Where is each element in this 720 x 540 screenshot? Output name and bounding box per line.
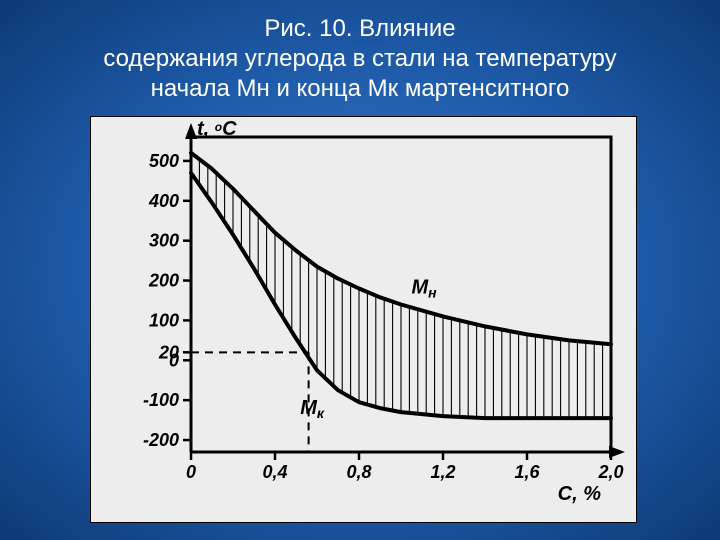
title-line-2: содержания углерода в стали на температу…: [103, 45, 616, 72]
svg-text:200: 200: [148, 271, 179, 291]
svg-text:400: 400: [148, 191, 179, 211]
svg-text:1,2: 1,2: [430, 462, 455, 482]
svg-text:-200: -200: [143, 430, 179, 450]
chart-panel: -200-10002010020030040050000,40,81,21,62…: [90, 116, 637, 523]
svg-text:100: 100: [149, 310, 179, 330]
svg-text:0: 0: [186, 462, 196, 482]
svg-text:300: 300: [149, 231, 179, 251]
title-line-1: Рис. 10. Влияние: [264, 15, 455, 42]
svg-text:-100: -100: [143, 390, 179, 410]
svg-text:0,8: 0,8: [346, 462, 371, 482]
svg-text:Мк: Мк: [300, 397, 325, 421]
svg-text:500: 500: [149, 151, 179, 171]
svg-text:20: 20: [158, 342, 179, 362]
svg-text:C, %: C, %: [558, 483, 602, 505]
svg-text:Мн: Мн: [412, 276, 438, 300]
slide: Рис. 10. Влияние содержания углерода в с…: [0, 0, 720, 540]
title-line-3: начала Мн и конца Мк мартенситного: [151, 75, 570, 102]
caption: Рис. 10. Влияние содержания углерода в с…: [0, 14, 720, 104]
chart-svg: -200-10002010020030040050000,40,81,21,62…: [91, 117, 636, 522]
svg-text:1,6: 1,6: [514, 462, 540, 482]
svg-text:2,0: 2,0: [597, 462, 623, 482]
svg-text:0,4: 0,4: [262, 462, 287, 482]
